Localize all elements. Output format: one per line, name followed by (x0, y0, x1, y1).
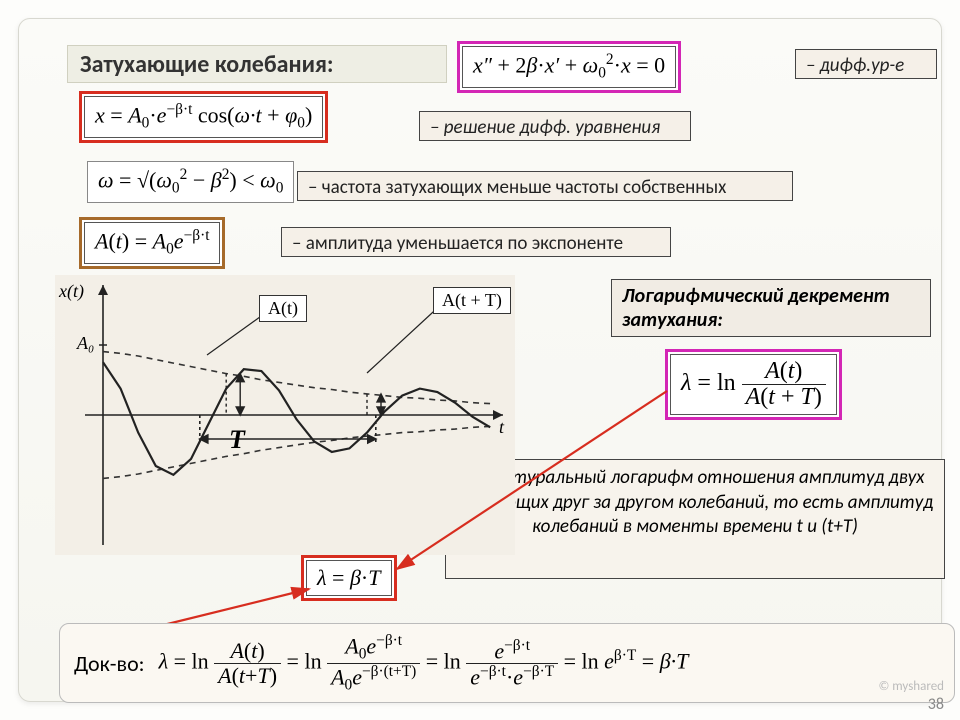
label-solution: – решение дифф. уравнения (419, 111, 691, 141)
formula-diff-eq: x″ + 2β·x′ + ω02·x = 0 (457, 41, 681, 93)
label-a-t-plus-T: A(t + T) (433, 287, 511, 314)
svg-text:x(t): x(t) (58, 281, 84, 302)
label-frequency: – частота затухающих меньше частоты собс… (297, 171, 793, 201)
log-decrement-title: Логарифмический декремент затухания: (611, 279, 931, 337)
proof-prefix: Док-во: (74, 650, 145, 677)
label-amplitude: – амплитуда уменьшается по экспоненте (281, 227, 671, 257)
formula-log-decrement: λ = ln A(t)A(t + T) (665, 349, 842, 420)
slide-panel: Затухающие колебания: x″ + 2β·x′ + ω02·x… (18, 18, 942, 702)
formula-frequency: ω = √(ω02 − β2) < ω0 (87, 161, 294, 203)
proof-formula: λ = ln A(t)A(t+T) = ln A0e−β·tA0e−β·(t+T… (159, 633, 689, 694)
lambda-description: λ – натуральный логарифм отношения ампли… (445, 459, 945, 579)
svg-text:A₀: A₀ (76, 333, 94, 353)
slide-title: Затухающие колебания: (67, 45, 447, 83)
page-number: 38 (928, 695, 944, 714)
label-diff-eq: – дифф.ур-е (795, 49, 937, 79)
watermark: © myshared (879, 679, 945, 694)
label-a-t: A(t) (259, 295, 307, 322)
formula-solution: x = A0·e−β·t cos(ω·t + φ0) (79, 91, 328, 143)
formula-lambda-bt: λ = β·T (301, 555, 397, 601)
formula-amplitude: A(t) = A0e−β·t (79, 217, 225, 269)
proof-box: Док-во: λ = ln A(t)A(t+T) = ln A0e−β·tA0… (59, 623, 955, 703)
period-label: T (229, 425, 245, 455)
